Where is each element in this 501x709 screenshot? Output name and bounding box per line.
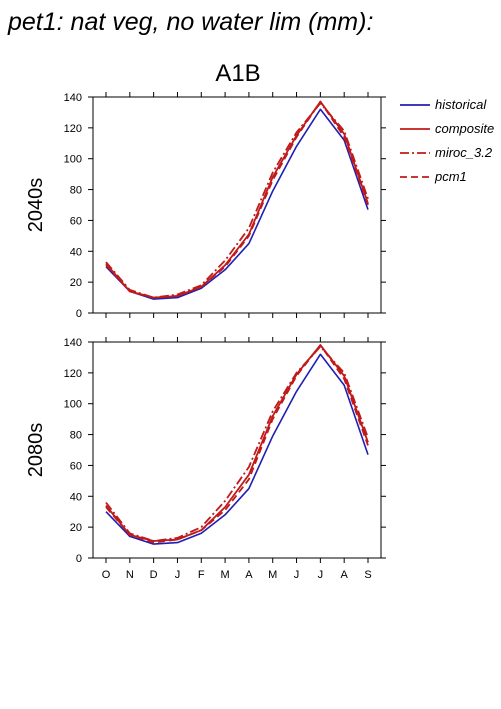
x-tick-label: N [126, 569, 134, 581]
legend-label: historical [435, 97, 487, 112]
y-tick-label: 100 [64, 399, 82, 411]
page-title: pet1: nat veg, no water lim (mm): [8, 8, 374, 36]
chart-panels: 0 20 40 60 80 100 120 140 2040s 0 20 40 60 80 100 120 14… [25, 92, 386, 581]
y-tick-label: 40 [70, 491, 82, 503]
series-line-historical [105, 108, 369, 300]
x-tick-label: S [364, 569, 371, 581]
chart-title: A1B [215, 60, 260, 87]
y-tick-label: 120 [64, 368, 82, 380]
y-axis-label: 2080s [25, 423, 47, 478]
chart-panel: 0 20 40 60 80 100 120 140 O N D J F M A M J J A S 2080s [25, 337, 386, 581]
y-tick-label: 20 [70, 277, 82, 289]
y-tick-label: 80 [70, 185, 82, 197]
x-tick-label: A [245, 569, 253, 581]
plot-frame [92, 96, 382, 314]
y-axis-label: 2040s [25, 178, 47, 233]
y-tick-label: 140 [64, 337, 82, 349]
chart-panel: 0 20 40 60 80 100 120 140 2040s [25, 92, 386, 320]
y-tick-label: 60 [70, 215, 82, 227]
y-tick-label: 20 [70, 522, 82, 534]
chart-legend: historical composite miroc_3.2 pcm1 [400, 97, 494, 184]
legend-label: composite [435, 121, 494, 136]
series-line-pcm1 [105, 344, 369, 544]
y-tick-label: 140 [64, 92, 82, 104]
x-tick-label: F [198, 569, 205, 581]
legend-label: pcm1 [434, 169, 467, 184]
y-tick-label: 120 [64, 123, 82, 135]
x-tick-label: M [221, 569, 230, 581]
series-line-composite [105, 100, 369, 299]
y-tick-label: 0 [76, 308, 82, 320]
legend-label: miroc_3.2 [435, 145, 493, 160]
x-tick-label: A [341, 569, 349, 581]
series-line-miroc-3-2 [105, 345, 369, 542]
y-tick-label: 80 [70, 430, 82, 442]
series-line-composite [105, 344, 369, 542]
x-tick-label: D [150, 569, 158, 581]
y-tick-label: 40 [70, 246, 82, 258]
x-tick-label: J [318, 569, 324, 581]
x-tick-label: J [294, 569, 300, 581]
y-tick-label: 0 [76, 553, 82, 565]
x-tick-label: J [175, 569, 181, 581]
series-line-miroc-3-2 [105, 102, 369, 299]
plot-frame [92, 341, 382, 559]
series-line-historical [105, 353, 369, 545]
y-tick-label: 100 [64, 154, 82, 166]
x-tick-label: O [102, 569, 111, 581]
y-tick-label: 60 [70, 460, 82, 472]
x-tick-label: M [268, 569, 277, 581]
series-line-pcm1 [105, 100, 369, 299]
